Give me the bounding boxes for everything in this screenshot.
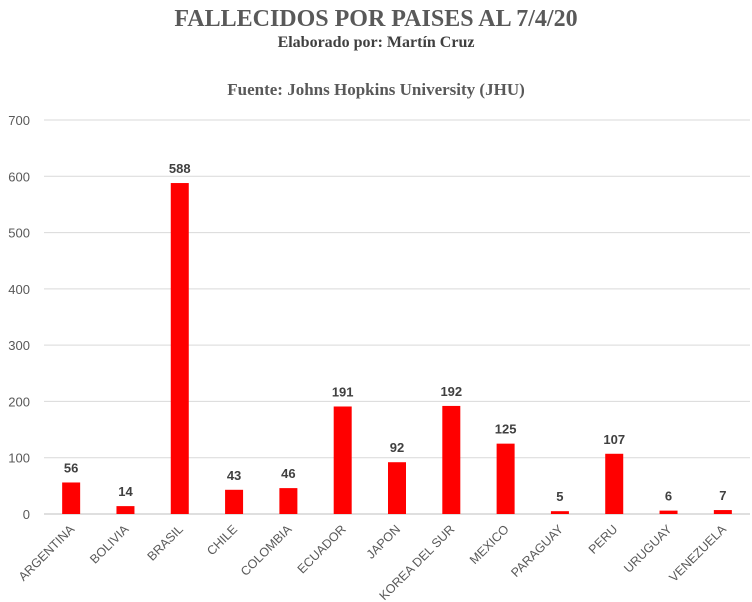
data-label: 191 <box>332 384 354 399</box>
y-tick-label: 300 <box>8 338 30 353</box>
x-tick-label: JAPON <box>364 522 403 561</box>
bar <box>170 183 189 515</box>
chart-subtitle: Elaborado por: Martín Cruz <box>277 34 475 51</box>
bar <box>442 405 461 514</box>
data-label: 192 <box>440 384 462 399</box>
x-tick-label: ARGENTINA <box>16 522 78 584</box>
bar <box>496 443 515 514</box>
y-tick-label: 100 <box>8 451 30 466</box>
y-tick-label: 0 <box>23 507 30 522</box>
x-tick-label: URUGUAY <box>621 522 675 576</box>
x-tick-label: MEXICO <box>467 522 512 567</box>
y-tick-label: 500 <box>8 226 30 241</box>
bar <box>225 489 244 514</box>
x-tick-label: COLOMBIA <box>238 522 295 579</box>
data-label: 92 <box>390 440 404 455</box>
data-label: 107 <box>603 432 625 447</box>
x-tick-label: BOLIVIA <box>87 522 132 567</box>
y-tick-label: 400 <box>8 282 30 297</box>
x-tick-label: VENEZUELA <box>666 522 729 585</box>
data-label: 588 <box>169 161 191 176</box>
bar <box>333 406 352 514</box>
data-label: 125 <box>495 422 517 437</box>
data-label: 56 <box>64 460 78 475</box>
x-tick-label: PARAGUAY <box>508 522 566 580</box>
chart-source: Fuente: Johns Hopkins University (JHU) <box>227 80 525 99</box>
bar <box>605 453 624 514</box>
y-tick-label: 700 <box>8 113 30 128</box>
y-tick-label: 200 <box>8 394 30 409</box>
chart-title: FALLECIDOS POR PAISES AL 7/4/20 <box>174 6 578 32</box>
bar <box>388 462 406 514</box>
data-label: 14 <box>118 484 133 499</box>
data-label: 46 <box>281 466 295 481</box>
y-tick-label: 600 <box>8 169 30 184</box>
bar <box>279 488 298 514</box>
x-tick-label: ECUADOR <box>295 522 349 576</box>
bar <box>659 510 678 514</box>
x-tick-label: CHILE <box>204 522 240 558</box>
data-label: 43 <box>227 468 241 483</box>
data-label: 5 <box>556 489 563 504</box>
bar <box>713 510 732 514</box>
x-tick-label: PERU <box>586 522 620 556</box>
x-tick-label: BRASIL <box>145 522 186 563</box>
bar <box>116 506 135 514</box>
data-label: 6 <box>665 489 672 504</box>
bar <box>62 482 81 514</box>
data-label: 7 <box>719 488 726 503</box>
bar <box>550 511 569 514</box>
